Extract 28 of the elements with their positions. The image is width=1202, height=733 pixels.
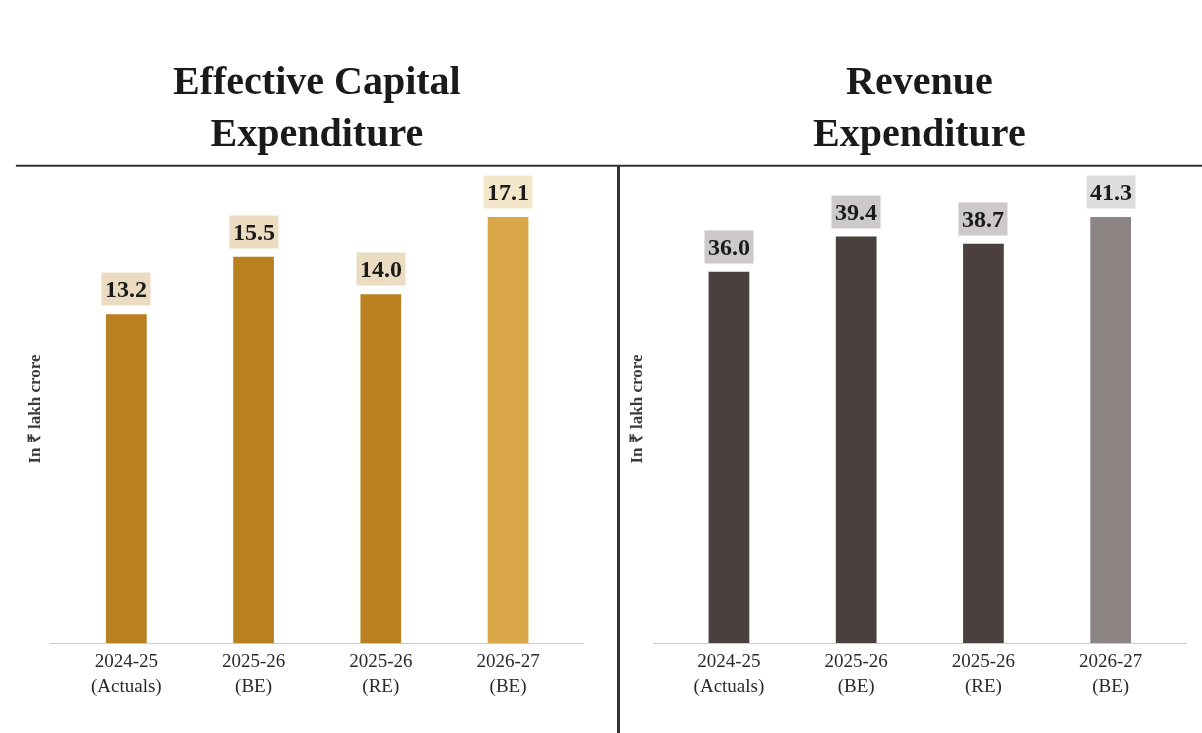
chart-title: Effective Capital Expenditure bbox=[173, 58, 461, 155]
x-tick-label: 2026-27 (BE) bbox=[1079, 649, 1143, 697]
y-axis-title: In ₹ lakh crore bbox=[627, 354, 647, 464]
data-label: 14.0 bbox=[360, 256, 402, 282]
bar bbox=[105, 314, 147, 643]
x-tick-label: 2024-25 (Actuals) bbox=[693, 649, 765, 697]
bar bbox=[963, 243, 1004, 643]
x-tick-label: 2025-26 (BE) bbox=[221, 649, 286, 697]
data-label: 39.4 bbox=[835, 199, 877, 225]
x-tick-label: 2025-26 (BE) bbox=[824, 649, 888, 697]
bar bbox=[708, 271, 750, 643]
bar bbox=[487, 217, 529, 643]
x-tick-label: 2024-25 (Actuals) bbox=[90, 649, 162, 697]
data-label: 17.1 bbox=[487, 179, 529, 205]
data-label: 36.0 bbox=[708, 234, 750, 260]
chart-title: Revenue Expenditure bbox=[813, 58, 1026, 155]
bar bbox=[360, 294, 402, 643]
bar bbox=[233, 256, 274, 643]
bar bbox=[1090, 217, 1132, 643]
data-label: 38.7 bbox=[962, 206, 1004, 232]
data-label: 41.3 bbox=[1090, 179, 1132, 205]
bar bbox=[835, 236, 877, 643]
x-tick-label: 2026-27 (BE) bbox=[476, 649, 540, 697]
y-axis-title: In ₹ lakh crore bbox=[24, 354, 44, 464]
data-label: 15.5 bbox=[233, 219, 275, 245]
x-tick-label: 2025-26 (RE) bbox=[349, 649, 413, 697]
data-label: 13.2 bbox=[105, 276, 147, 302]
x-tick-label: 2025-26 (RE) bbox=[951, 649, 1016, 697]
